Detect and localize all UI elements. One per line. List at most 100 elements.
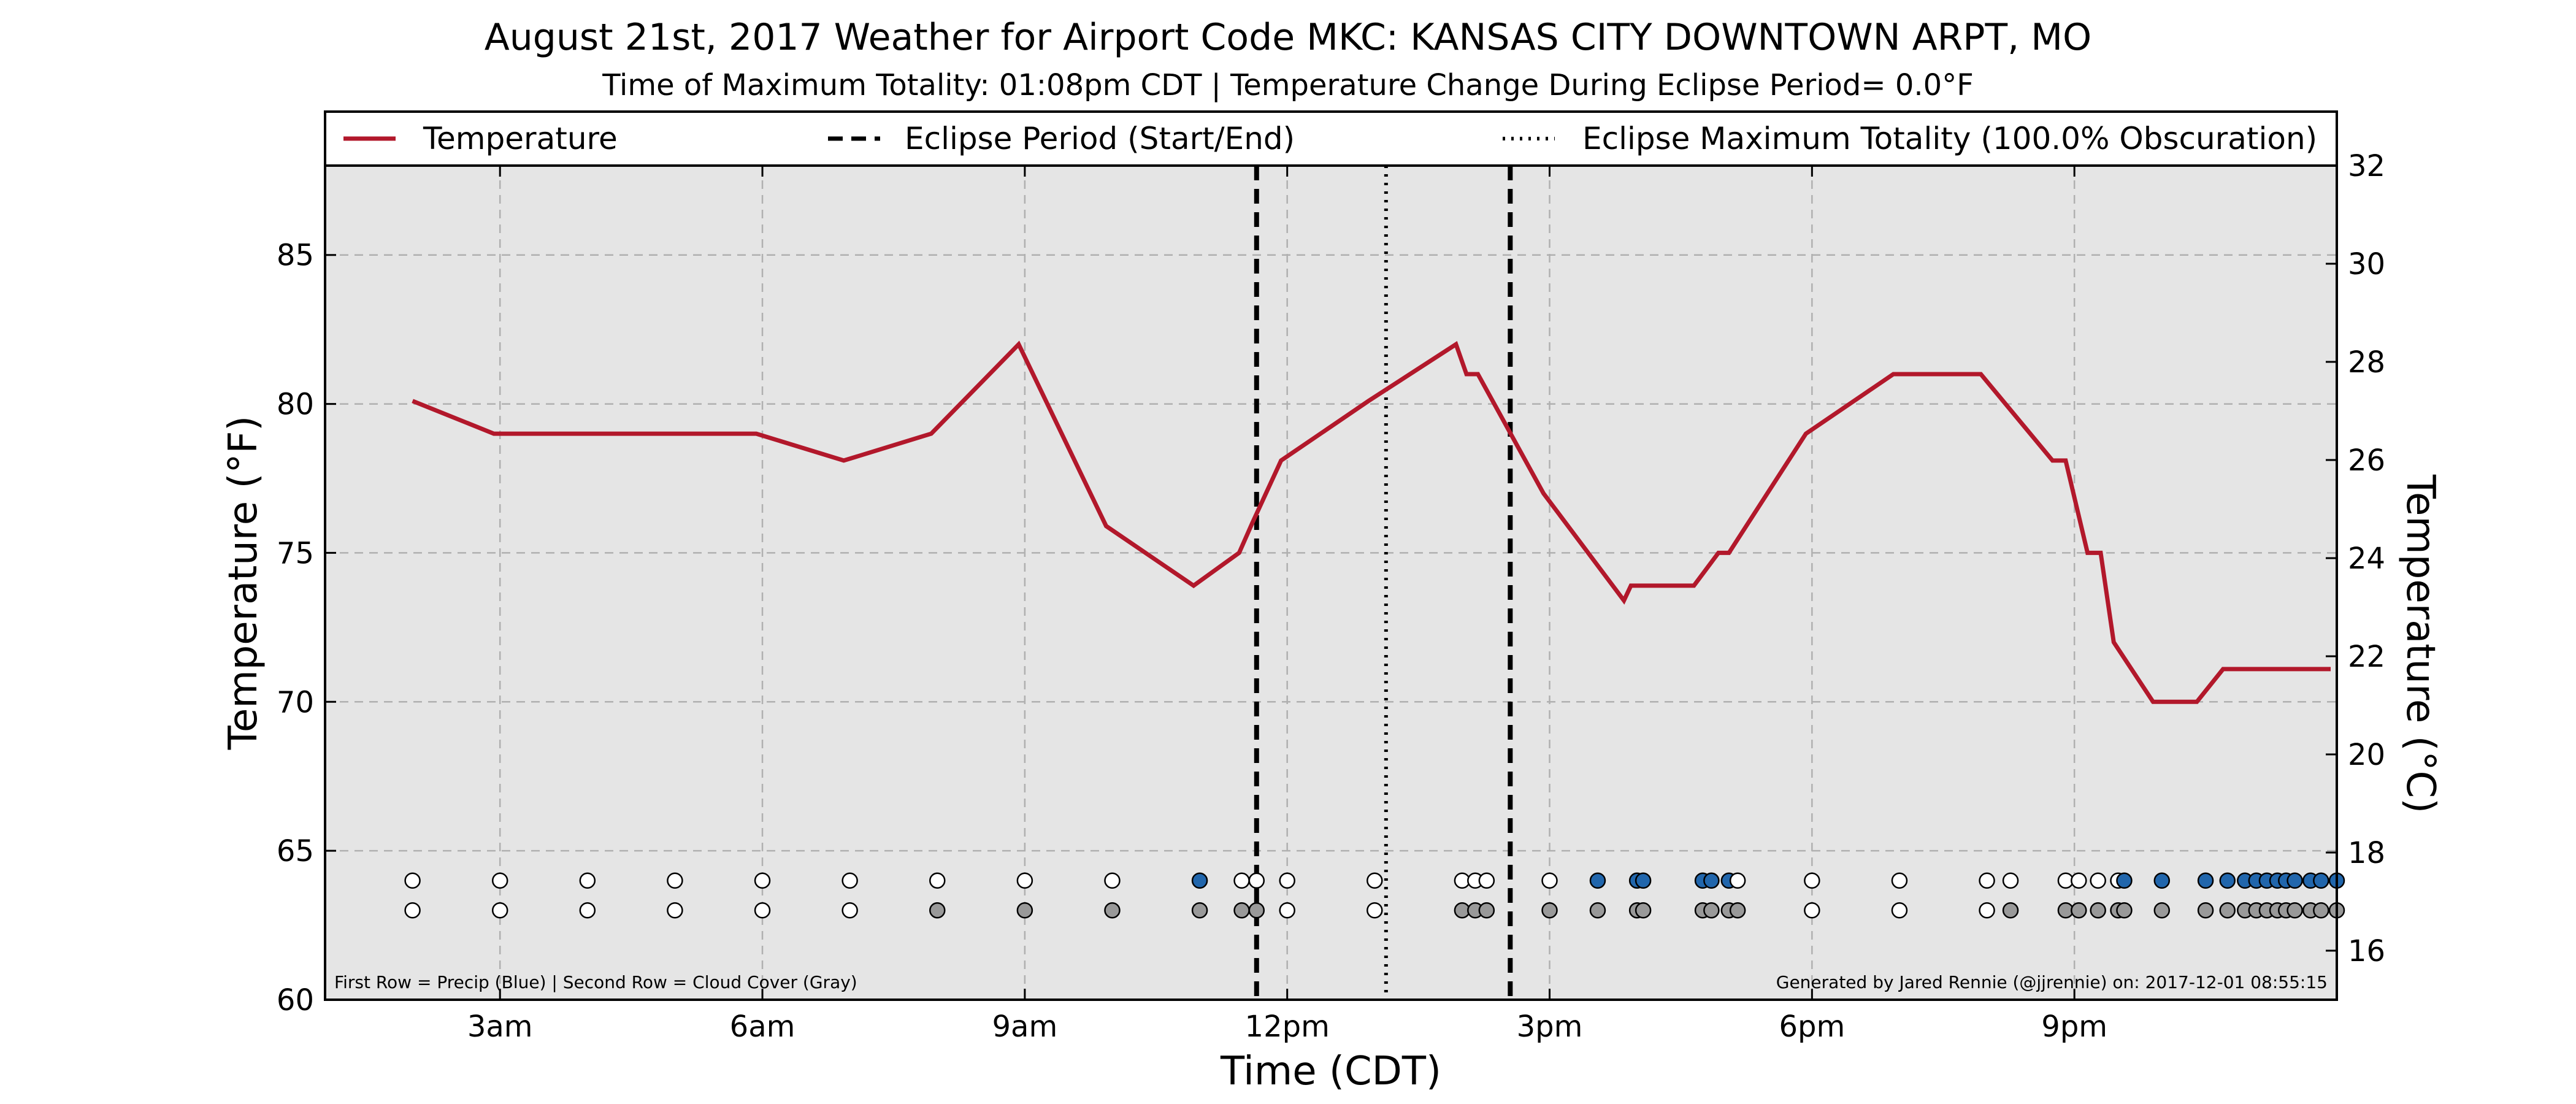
precip-marker [1635,872,1652,889]
y-axis-label: Temperature (°F) [221,416,266,751]
x-axis-label: Time (CDT) [1220,1049,1441,1094]
y-tick-label: 65 [277,834,314,868]
chart-subtitle: Time of Maximum Totality: 01:08pm CDT | … [602,68,1974,102]
cloud-marker [1016,902,1033,919]
y-right-tick-label: 24 [2348,542,2385,576]
no-precip-marker [579,872,596,889]
cloud-marker [2313,902,2329,919]
legend-label: Temperature [423,121,618,156]
no-precip-marker [1804,872,1820,889]
no-precip-marker [1279,872,1295,889]
y-axis-left: 60 65 70 75 80 85 [277,239,336,1018]
y-tick-label: 80 [277,388,314,422]
no-precip-marker [1891,872,1908,889]
eclipse-lines [1254,166,1513,1000]
no-precip-marker [1541,872,1558,889]
clear-marker [754,902,771,919]
x-tick-label: 6am [730,1010,795,1044]
y-axis-right: 16 18 20 22 24 26 28 30 32 [2326,149,2385,968]
no-precip-marker [1367,872,1383,889]
y-tick-label: 75 [277,536,314,570]
cloud-marker [2090,902,2106,919]
plot-area [325,166,2337,1000]
chart-title: August 21st, 2017 Weather for Airport Co… [485,16,2092,59]
no-precip-marker [929,872,946,889]
y-right-tick-label: 28 [2348,345,2385,380]
y-right-tick-label: 22 [2348,640,2385,674]
cloud-marker [1191,902,1208,919]
no-precip-marker [1729,872,1746,889]
y-right-tick-label: 16 [2348,934,2385,968]
clear-marker [667,902,683,919]
clear-marker [1891,902,1908,919]
clear-marker [404,902,421,919]
cloud-marker [929,902,946,919]
y-tick-label: 85 [277,239,314,273]
no-precip-marker [1016,872,1033,889]
cloud-marker [2116,902,2133,919]
cloud-marker [2153,902,2171,919]
cloud-marker [1248,902,1265,919]
y-right-tick-label: 18 [2348,836,2385,870]
y-tick-label: 60 [277,983,314,1018]
x-tick-label: 3pm [1517,1010,1583,1044]
cloud-marker [1729,902,1746,919]
precip-marker [2287,872,2303,889]
no-precip-marker [1979,872,1995,889]
clear-marker [491,902,508,919]
precip-marker [1191,872,1208,889]
precip-marker [2197,872,2214,889]
x-axis: 3am 6am 9am 12pm 3pm 6pm 9pm [467,166,2107,1044]
cloud-marker [1541,902,1558,919]
y-right-tick-label: 30 [2348,247,2385,282]
clear-marker [1804,902,1820,919]
x-tick-label: 3am [467,1010,533,1044]
clear-marker [1367,902,1383,919]
legend-box [324,110,2338,167]
x-tick-label: 6pm [1779,1010,1845,1044]
no-precip-marker [2071,872,2087,889]
no-precip-marker [841,872,858,889]
grid-lines [325,166,2337,1000]
no-precip-marker [754,872,771,889]
cloud-marker [2287,902,2303,919]
no-precip-marker [491,872,508,889]
generated-by-note: Generated by Jared Rennie (@jjrennie) on… [1776,972,2328,992]
no-precip-marker [2002,872,2019,889]
no-precip-marker [1104,872,1121,889]
legend-label: Eclipse Period (Start/End) [905,121,1295,156]
no-precip-marker [1233,872,1250,889]
cloud-marker [2219,902,2236,919]
y-axis-right-label: Temperature (°C) [2398,474,2443,813]
clear-marker [841,902,858,919]
y-right-tick-label: 32 [2348,149,2385,183]
cloud-marker [1703,902,1720,919]
no-precip-marker [1478,872,1495,889]
cloud-marker [1233,902,1250,919]
no-precip-marker [404,872,421,889]
cloud-marker [1589,902,1606,919]
no-precip-marker [667,872,683,889]
cloud-marker [1478,902,1495,919]
y-right-tick-label: 26 [2348,443,2385,478]
no-precip-marker [1248,872,1265,889]
precip-marker [2153,872,2171,889]
precip-marker [2116,872,2133,889]
x-tick-label: 9am [992,1010,1058,1044]
clear-marker [1279,902,1295,919]
cloud-marker [1104,902,1121,919]
precip-marker [1589,872,1606,889]
series-layer [412,340,2331,704]
clear-marker [579,902,596,919]
cloud-marker [1635,902,1652,919]
x-tick-label: 9pm [2041,1010,2107,1044]
observation-rows [404,872,2345,919]
precip-marker [2219,872,2236,889]
cloud-marker [2002,902,2019,919]
row-legend-note: First Row = Precip (Blue) | Second Row =… [334,972,857,992]
y-right-tick-label: 20 [2348,738,2385,772]
cloud-marker [2071,902,2087,919]
legend-label: Eclipse Maximum Totality (100.0% Obscura… [1582,121,2317,156]
cloud-marker [2197,902,2214,919]
